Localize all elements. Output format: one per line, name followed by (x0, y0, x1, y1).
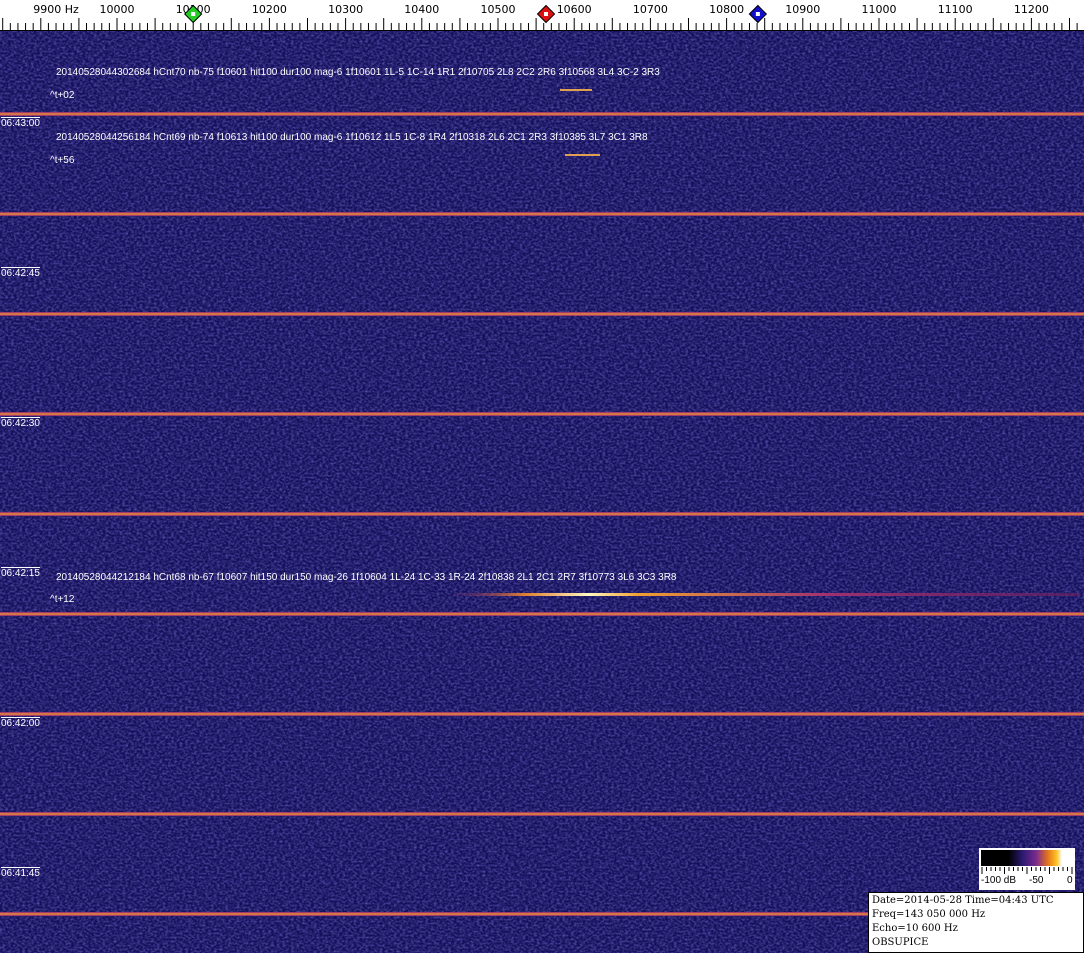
color-scale: -100 dB -50 0 (979, 848, 1075, 890)
axis-unit-label: 9900 Hz (33, 3, 79, 16)
interference-band-core (0, 313, 1084, 315)
red-marker[interactable] (536, 4, 556, 24)
interference-band-core (0, 413, 1084, 415)
time-label: 06:42:45 (1, 267, 40, 279)
color-scale-ticks (981, 867, 1073, 874)
interference-band-core (0, 913, 1084, 915)
waterfall-noise (0, 31, 1084, 953)
info-box: Date=2014-05-28 Time=04:43 UTC Freq=143 … (868, 892, 1084, 953)
axis-label: 10800 (709, 3, 745, 16)
axis-label: 10300 (328, 3, 364, 16)
color-label-max: 0 (1067, 875, 1073, 886)
detection-info: 20140528044212184 hCnt68 nb-67 f10607 hi… (56, 572, 677, 583)
axis-label: 10400 (404, 3, 440, 16)
detection-delta-time: ^t+12 (50, 594, 75, 605)
detection-info: 20140528044302684 hCnt70 nb-75 f10601 hi… (56, 67, 660, 78)
green-marker[interactable] (184, 4, 203, 24)
axis-label: 10900 (785, 3, 821, 16)
interference-band-core (0, 613, 1084, 615)
waterfall-display[interactable]: 06:43:00 06:42:45 06:42:30 06:42:15 06:42:00… (0, 31, 1084, 953)
meteor-echo-long (450, 593, 1080, 596)
detection-delta-time: ^t+02 (50, 90, 75, 101)
axis-label: 10600 (556, 3, 592, 16)
interference-band-core (0, 813, 1084, 815)
time-label: 06:42:30 (1, 417, 40, 429)
detection-delta-time: ^t+56 (50, 155, 75, 166)
time-label: 06:41:45 (1, 867, 40, 879)
interference-band-core (0, 113, 1084, 115)
axis-label: 10200 (251, 3, 287, 16)
time-label: 06:42:15 (1, 567, 40, 579)
blue-marker[interactable] (748, 4, 768, 24)
station-name: OBSUPICE (872, 937, 929, 948)
axis-label: 10000 (99, 3, 135, 16)
freq-line: Freq=143 050 000 Hz (872, 909, 986, 920)
axis-label: 10500 (480, 3, 516, 16)
interference-band-core (0, 513, 1084, 515)
axis-label: 11200 (1013, 3, 1049, 16)
axis-ticks (2, 4, 1078, 30)
axis-label: 10700 (632, 3, 668, 16)
axis-label: 11000 (861, 3, 897, 16)
interference-band-core (0, 213, 1084, 215)
color-label-min: -100 dB (981, 875, 1017, 886)
detection-info: 20140528044256184 hCnt69 nb-74 f10613 hi… (56, 132, 648, 143)
echo-line: Echo=10 600 Hz (872, 923, 958, 934)
color-gradient (981, 850, 1073, 866)
axis-label: 11100 (937, 3, 973, 16)
date-time-line: Date=2014-05-28 Time=04:43 UTC (872, 895, 1054, 906)
interference-band-core (0, 713, 1084, 715)
frequency-axis: 9900 Hz 10000101001020010300104001050010… (0, 0, 1084, 31)
time-label: 06:43:00 (1, 117, 40, 129)
color-label-mid: -50 (1029, 875, 1044, 886)
time-label: 06:42:00 (1, 717, 40, 729)
